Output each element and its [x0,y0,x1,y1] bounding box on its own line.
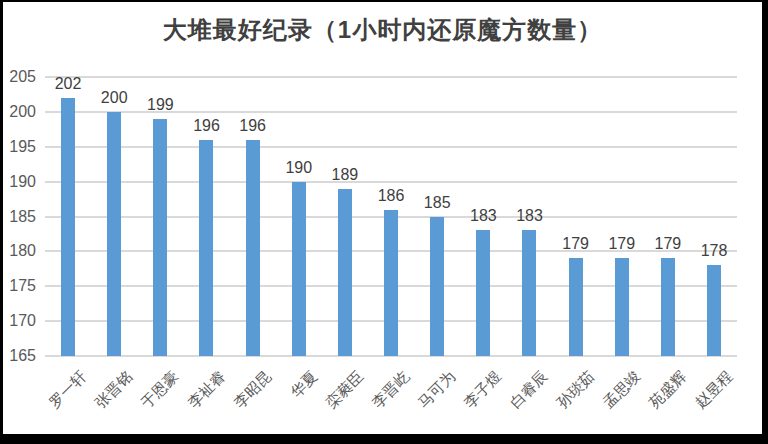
x-axis-category-label: 于恩豪 [139,368,181,410]
y-axis-tick-label: 165 [0,348,36,364]
x-axis-category-label: 李子煜 [462,368,504,410]
bar-column: 183白睿辰 [506,77,552,356]
x-axis-category-label: 马可为 [415,368,457,410]
bar-column: 202罗一轩 [45,77,91,356]
bar-column: 178赵昱程 [691,77,737,356]
y-axis-tick-label: 205 [0,69,36,85]
bar [615,258,629,356]
bar-column: 189栾蕤臣 [322,77,368,356]
y-axis-tick-label: 175 [0,278,36,294]
bar [384,210,398,356]
y-axis-tick-label: 190 [0,174,36,190]
bar [246,140,260,356]
x-axis-category-label: 孟思竣 [600,368,642,410]
bar [569,258,583,356]
x-axis-category-label: 罗一轩 [46,368,88,410]
bar [61,98,75,356]
bar [707,265,721,356]
bar [476,230,490,356]
bar [430,217,444,357]
bar [522,230,536,356]
bar-column: 200张晋铭 [91,77,137,356]
x-axis-category-label: 李昭昆 [231,368,273,410]
bar [338,189,352,356]
y-axis-tick-label: 200 [0,104,36,120]
x-axis-category-label: 华夏 [288,368,320,400]
x-axis-category-label: 苑盛辉 [646,368,688,410]
y-axis-tick-label: 185 [0,209,36,225]
bar-column: 179孙琰茹 [553,77,599,356]
x-axis-category-label: 白睿辰 [508,368,550,410]
x-axis-category-label: 李晋屹 [369,368,411,410]
bar-columns: 202罗一轩200张晋铭199于恩豪196李祉睿196李昭昆190华夏189栾蕤… [45,77,737,356]
x-axis-category-label: 孙琰茹 [554,368,596,410]
bar [292,182,306,356]
x-axis-category-label: 李祉睿 [185,368,227,410]
bar [661,258,675,356]
bar [199,140,213,356]
x-axis-category-label: 栾蕤臣 [323,368,365,410]
chart-title: 大堆最好纪录（1小时内还原魔方数量） [3,14,762,46]
bar-column: 190华夏 [276,77,322,356]
bar [107,112,121,356]
bar-column: 179苑盛辉 [645,77,691,356]
chart-frame: 大堆最好纪录（1小时内还原魔方数量） 165170175180185190195… [0,0,768,444]
bar-column: 179孟思竣 [599,77,645,356]
bar-value-label: 178 [679,243,749,259]
y-axis-tick-label: 170 [0,313,36,329]
x-axis-category-label: 赵昱程 [692,368,734,410]
y-axis-tick-label: 195 [0,139,36,155]
y-axis-tick-label: 180 [0,243,36,259]
x-axis-category-label: 张晋铭 [92,368,134,410]
bar-column: 186李晋屹 [368,77,414,356]
plot-area: 165170175180185190195200205202罗一轩200张晋铭1… [45,77,737,356]
bar-column: 196李昭昆 [230,77,276,356]
bar [153,119,167,356]
